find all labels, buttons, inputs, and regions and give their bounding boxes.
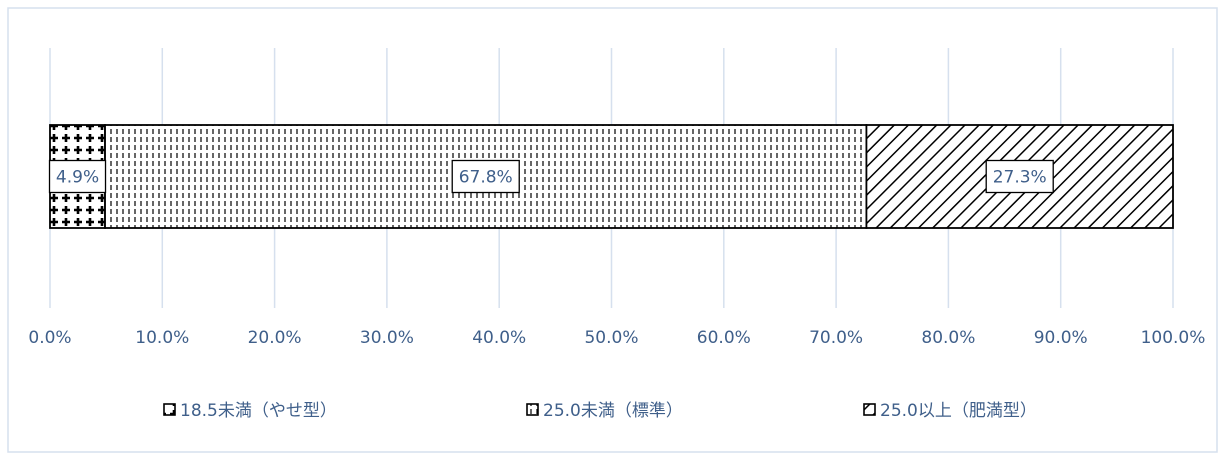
x-tick-label: 40.0% (472, 328, 526, 348)
data-label: 27.3% (993, 168, 1047, 188)
data-label: 4.9% (56, 168, 99, 188)
data-label: 67.8% (459, 168, 513, 188)
chart-frame (7, 7, 1218, 453)
x-tick-label: 20.0% (248, 328, 302, 348)
x-tick-label: 10.0% (135, 328, 189, 348)
data-label-box (985, 159, 1054, 194)
legend: 18.5未満（やせ型） 25.0未満（標準） 25.0以上（肥満型） (163, 401, 1037, 421)
x-tick-label: 30.0% (360, 328, 414, 348)
data-label-box (48, 159, 107, 194)
x-tick-label: 70.0% (809, 328, 863, 348)
x-tick-label: 80.0% (921, 328, 975, 348)
legend-swatch (163, 403, 176, 416)
legend-swatch (526, 403, 539, 416)
legend-label: 25.0以上（肥満型） (880, 401, 1037, 421)
x-tick-label: 50.0% (584, 328, 638, 348)
legend-label: 25.0未満（標準） (543, 401, 683, 421)
data-labels: 4.9% 67.8% 27.3% (48, 159, 1054, 194)
data-label-box (451, 159, 520, 194)
x-tick-label: 90.0% (1034, 328, 1088, 348)
x-tick-label: 60.0% (697, 328, 751, 348)
x-tick-label: 0.0% (28, 328, 71, 348)
legend-swatch (863, 403, 876, 416)
legend-label: 18.5未満（やせ型） (180, 401, 337, 421)
x-tick-label: 100.0% (1141, 328, 1206, 348)
x-axis-ticks: 0.0% 10.0% 20.0% 30.0% 40.0% 50.0% 60.0% 70.0% 8… (28, 328, 1205, 348)
